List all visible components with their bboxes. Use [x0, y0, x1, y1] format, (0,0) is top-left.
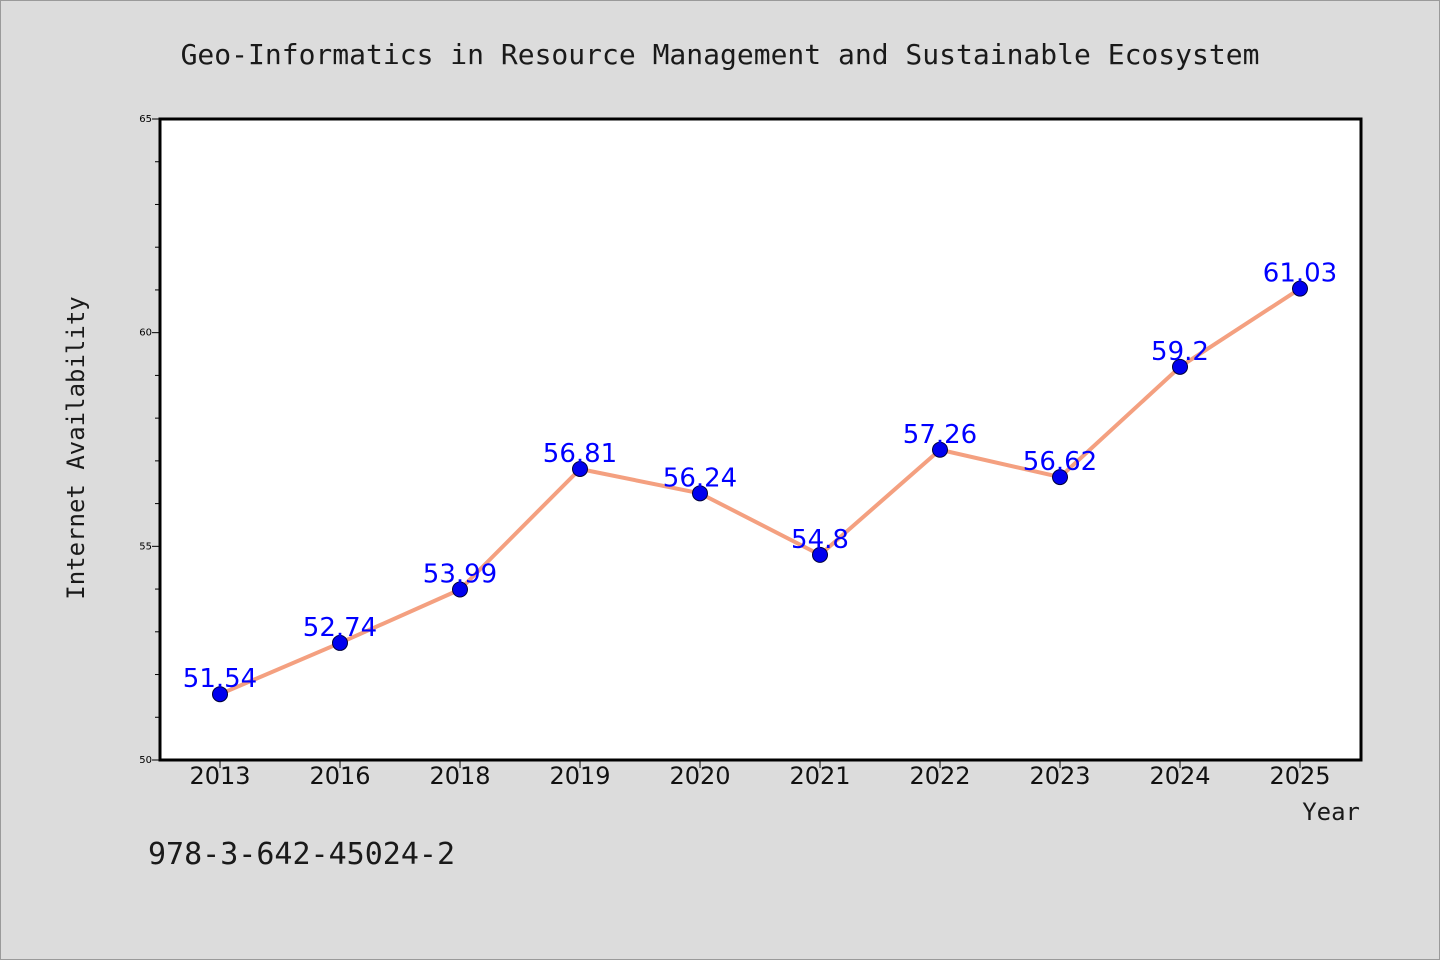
x-tick-label: 2021 — [789, 762, 850, 790]
x-tick-label: 2022 — [909, 762, 970, 790]
data-point — [452, 581, 468, 598]
x-tick-label: 2025 — [1269, 762, 1330, 790]
data-labels: 51.54 52.74 53.99 56.81 56.24 54.8 57.26 56.62 5… — [183, 259, 1337, 695]
data-markers — [212, 280, 1308, 703]
data-label: 54.8 — [791, 525, 849, 555]
chart-title: Geo-Informatics in Resource Management a… — [181, 38, 1260, 71]
data-point — [1172, 358, 1188, 375]
x-axis-ticks: 2013 2016 2018 2019 2020 2021 2022 2023 2024 2025 — [189, 760, 1331, 790]
y-tick-label: 65 — [139, 114, 152, 125]
data-label: 53.99 — [423, 559, 497, 589]
data-point — [572, 460, 588, 477]
x-axis-label: Year — [1302, 798, 1360, 826]
y-axis-ticks: 50 55 60 65 — [139, 114, 160, 766]
x-tick-label: 2013 — [189, 762, 250, 790]
data-label: 57.26 — [903, 420, 977, 450]
data-label: 56.62 — [1023, 447, 1097, 477]
series-line-group — [218, 286, 1302, 697]
plot-area — [158, 117, 1363, 762]
x-tick-label: 2019 — [549, 762, 610, 790]
y-tick-label: 55 — [139, 541, 152, 552]
x-tick-label: 2024 — [1149, 762, 1210, 790]
isbn-footer: 978-3-642-45024-2 — [148, 837, 455, 872]
data-point — [212, 686, 228, 703]
data-label: 61.03 — [1263, 259, 1337, 289]
data-point — [692, 485, 708, 502]
data-label: 56.81 — [543, 439, 617, 469]
series-line — [218, 286, 1302, 697]
y-axis-label: Internet Availability — [62, 296, 90, 599]
data-point — [812, 546, 828, 563]
data-label: 52.74 — [303, 613, 377, 643]
x-tick-label: 2018 — [429, 762, 490, 790]
x-tick-label: 2016 — [309, 762, 370, 790]
data-point — [1052, 469, 1068, 486]
x-tick-label: 2023 — [1029, 762, 1090, 790]
data-label: 56.24 — [663, 463, 737, 493]
data-point — [932, 441, 948, 458]
y-tick-label: 60 — [139, 328, 152, 339]
data-label: 59.2 — [1151, 337, 1209, 367]
x-tick-label: 2020 — [669, 762, 730, 790]
data-label: 51.54 — [183, 664, 257, 694]
data-point — [1292, 280, 1308, 297]
y-tick-label: 50 — [139, 755, 152, 766]
data-point — [332, 634, 348, 651]
